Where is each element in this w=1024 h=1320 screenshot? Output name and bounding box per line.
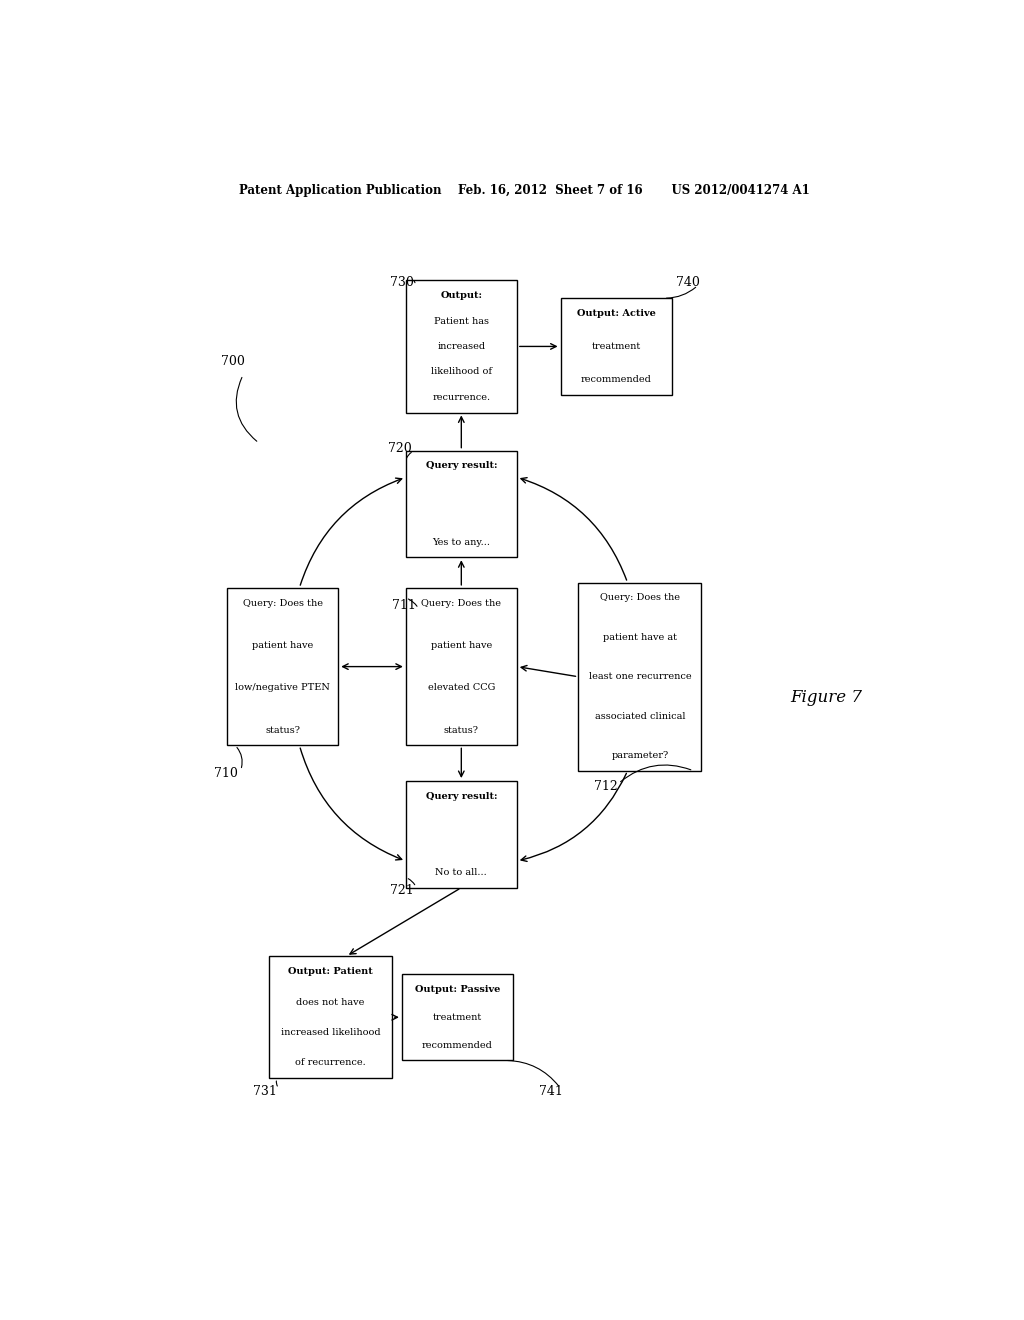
FancyBboxPatch shape bbox=[406, 781, 517, 887]
Text: Output: Passive: Output: Passive bbox=[415, 985, 500, 994]
FancyBboxPatch shape bbox=[401, 974, 513, 1060]
Text: Query: Does the: Query: Does the bbox=[243, 598, 323, 607]
Text: Output: Active: Output: Active bbox=[577, 309, 655, 318]
Text: parameter?: parameter? bbox=[611, 751, 669, 760]
Text: No to all...: No to all... bbox=[435, 869, 487, 876]
Text: 710: 710 bbox=[214, 767, 238, 780]
Text: patient have at: patient have at bbox=[603, 632, 677, 642]
Text: 731: 731 bbox=[253, 1085, 276, 1098]
Text: Yes to any...: Yes to any... bbox=[432, 537, 490, 546]
Text: least one recurrence: least one recurrence bbox=[589, 672, 691, 681]
Text: 740: 740 bbox=[676, 276, 699, 289]
Text: Query result:: Query result: bbox=[426, 792, 497, 801]
Text: 700: 700 bbox=[221, 355, 245, 368]
Text: of recurrence.: of recurrence. bbox=[295, 1059, 366, 1068]
FancyBboxPatch shape bbox=[406, 280, 517, 412]
Text: Patient has: Patient has bbox=[434, 317, 488, 326]
Text: recommended: recommended bbox=[581, 375, 651, 384]
FancyBboxPatch shape bbox=[269, 956, 392, 1078]
Text: associated clinical: associated clinical bbox=[595, 711, 685, 721]
Text: 741: 741 bbox=[539, 1085, 563, 1098]
Text: Figure 7: Figure 7 bbox=[791, 689, 862, 706]
Text: patient have: patient have bbox=[431, 642, 492, 649]
Text: Output:: Output: bbox=[440, 292, 482, 300]
Text: 721: 721 bbox=[390, 883, 414, 896]
FancyBboxPatch shape bbox=[406, 450, 517, 557]
Text: 711: 711 bbox=[392, 599, 416, 612]
Text: low/negative PTEN: low/negative PTEN bbox=[236, 684, 330, 692]
Text: increased: increased bbox=[437, 342, 485, 351]
Text: recurrence.: recurrence. bbox=[432, 393, 490, 401]
Text: does not have: does not have bbox=[296, 998, 365, 1007]
Text: 712: 712 bbox=[594, 780, 617, 793]
Text: recommended: recommended bbox=[422, 1040, 493, 1049]
FancyBboxPatch shape bbox=[560, 298, 672, 395]
Text: increased likelihood: increased likelihood bbox=[281, 1028, 380, 1038]
Text: status?: status? bbox=[265, 726, 300, 735]
Text: status?: status? bbox=[443, 726, 479, 735]
Text: 730: 730 bbox=[390, 276, 414, 289]
Text: Patent Application Publication    Feb. 16, 2012  Sheet 7 of 16       US 2012/004: Patent Application Publication Feb. 16, … bbox=[240, 185, 810, 198]
Text: elevated CCG: elevated CCG bbox=[428, 684, 495, 692]
FancyBboxPatch shape bbox=[227, 587, 338, 746]
Text: Query: Does the: Query: Does the bbox=[600, 594, 680, 602]
Text: Query result:: Query result: bbox=[426, 462, 497, 470]
FancyBboxPatch shape bbox=[406, 587, 517, 746]
Text: treatment: treatment bbox=[433, 1012, 482, 1022]
Text: Output: Patient: Output: Patient bbox=[288, 968, 373, 975]
Text: treatment: treatment bbox=[592, 342, 641, 351]
FancyBboxPatch shape bbox=[579, 582, 701, 771]
Text: likelihood of: likelihood of bbox=[431, 367, 492, 376]
Text: Query: Does the: Query: Does the bbox=[421, 598, 502, 607]
Text: 720: 720 bbox=[387, 442, 412, 454]
Text: patient have: patient have bbox=[252, 642, 313, 649]
